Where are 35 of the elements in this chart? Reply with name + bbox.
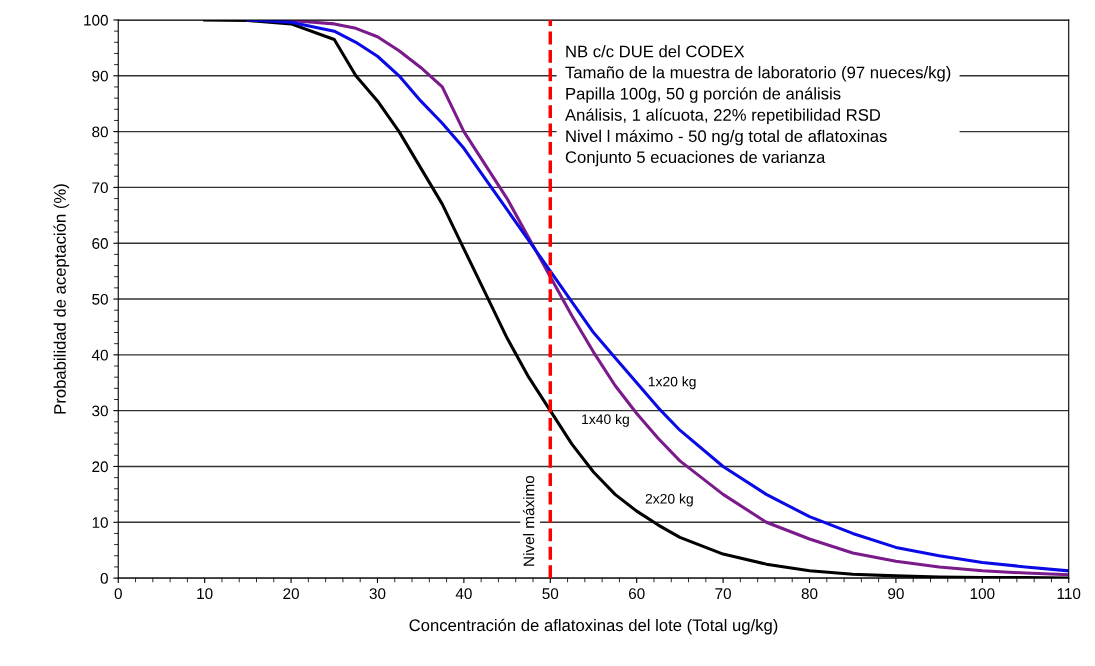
x-tick-label: 50 — [542, 588, 559, 600]
y-tick-label: 60 — [92, 238, 108, 249]
y-tick-label: 40 — [91, 349, 108, 361]
annotation: Análisis, 1 alícuota, 22% repetibilidad RSD — [565, 108, 881, 125]
x-tick-label: 10 — [197, 588, 213, 600]
y-tick-label: 20 — [92, 461, 108, 473]
x-tick-label: 0 — [114, 588, 122, 600]
series-label: 2x20 kg — [645, 493, 693, 507]
y-tick-label: 30 — [92, 405, 108, 417]
annotation: Tamaño de la muestra de laboratorio (97 nueces/kg) — [565, 66, 951, 82]
x-tick-label: 110 — [1057, 588, 1081, 600]
annotation: Nivel l máximo - 50 ng/g total de aflatoxinas — [566, 129, 887, 146]
x-tick-label: 70 — [715, 588, 731, 600]
y-tick-label: 70 — [92, 182, 108, 194]
series-label: 1x40 kg — [582, 413, 629, 427]
annotation: NB c/c DUE del CODEX — [566, 45, 745, 58]
x-axis-title: Concentración de aflatoxinas del lote (Total ug/kg) — [409, 618, 778, 635]
annotation: Papilla 100g, 50 g porción de análisis — [566, 87, 841, 103]
y-tick-label: 10 — [92, 517, 108, 528]
ref-line-label: Nivel máximo — [522, 475, 535, 566]
x-tick-label: 40 — [455, 588, 472, 600]
y-tick-label: 80 — [92, 126, 108, 138]
y-axis-title: Probabilidad de aceptación (%) — [53, 184, 70, 414]
x-tick-label: 30 — [369, 588, 386, 600]
x-tick-label: 90 — [888, 588, 904, 600]
y-tick-label: 90 — [92, 70, 108, 82]
x-tick-label: 100 — [970, 588, 995, 600]
x-tick-label: 80 — [801, 588, 818, 600]
y-tick-label: 50 — [92, 293, 108, 305]
series-label: 1x20 kg — [648, 376, 696, 390]
y-tick-label: 100 — [84, 14, 108, 26]
annotation: Conjunto 5 ecuaciones de varianza — [565, 150, 826, 167]
x-tick-label: 60 — [628, 588, 645, 600]
x-tick-label: 20 — [283, 588, 299, 600]
y-tick-label: 0 — [100, 572, 108, 584]
